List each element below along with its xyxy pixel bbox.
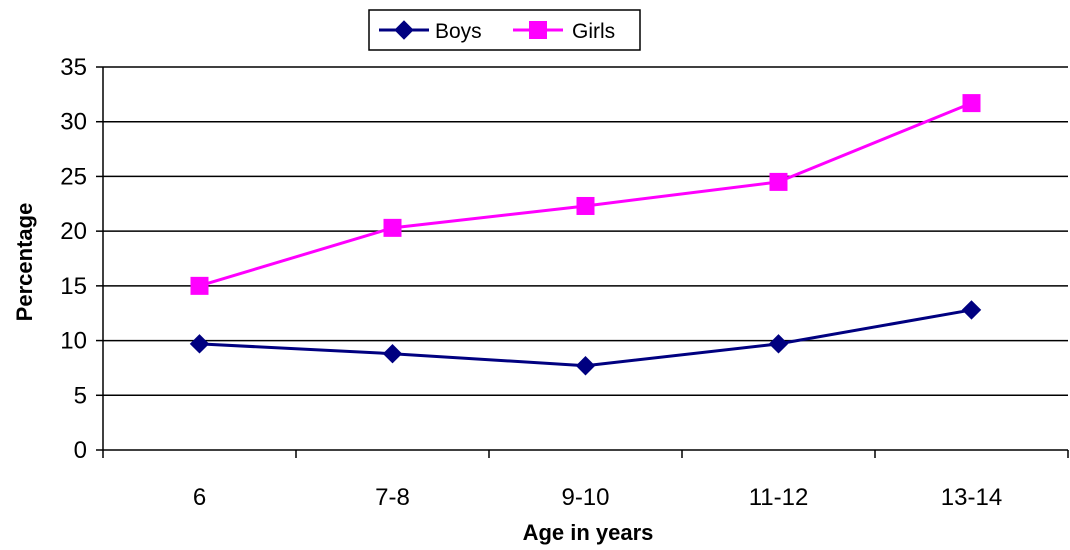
y-tick-label: 5 (74, 382, 87, 409)
y-tick-label: 35 (60, 54, 87, 81)
series-line-girls (199, 101, 973, 288)
data-point-girls (962, 94, 981, 113)
data-point-girls (190, 276, 209, 295)
x-tick-label: 9-10 (561, 484, 609, 511)
data-point-boys (189, 334, 210, 354)
data-point-boys (575, 356, 596, 376)
y-tick-label: 25 (60, 163, 87, 190)
legend-marker-boys (394, 20, 414, 40)
y-tick-labels: 0 5 10 15 20 25 30 35 (60, 54, 87, 464)
series-lines (199, 101, 973, 368)
x-tick-label: 6 (193, 484, 206, 511)
legend: Boys Girls (368, 9, 641, 51)
y-tick-label: 30 (60, 109, 87, 136)
x-tick-label: 11-12 (749, 484, 809, 511)
legend-items: Boys Girls (379, 20, 615, 43)
legend-label-boys: Boys (435, 20, 482, 43)
data-point-boys (382, 343, 403, 364)
y-tick-label: 0 (74, 437, 87, 464)
x-tick-label: 13-14 (941, 484, 1002, 511)
data-point-boys (768, 334, 789, 354)
y-tick-label: 15 (60, 273, 87, 300)
x-tick-labels: 6 7-8 9-10 11-12 13-14 (193, 484, 1002, 511)
series-markers (189, 94, 982, 376)
legend-label-girls: Girls (572, 20, 615, 43)
axes (96, 66, 1069, 458)
data-point-girls (576, 196, 595, 215)
y-axis-title: Percentage (12, 203, 37, 322)
data-point-girls (383, 218, 402, 237)
x-tick-label: 7-8 (375, 484, 410, 511)
x-axis-title: Age in years (523, 520, 654, 545)
data-point-girls (769, 172, 788, 191)
legend-marker-girls (529, 21, 547, 39)
data-point-boys (961, 300, 982, 320)
y-tick-label: 20 (60, 218, 87, 245)
gridlines (103, 66, 1068, 397)
y-tick-label: 10 (60, 328, 87, 355)
